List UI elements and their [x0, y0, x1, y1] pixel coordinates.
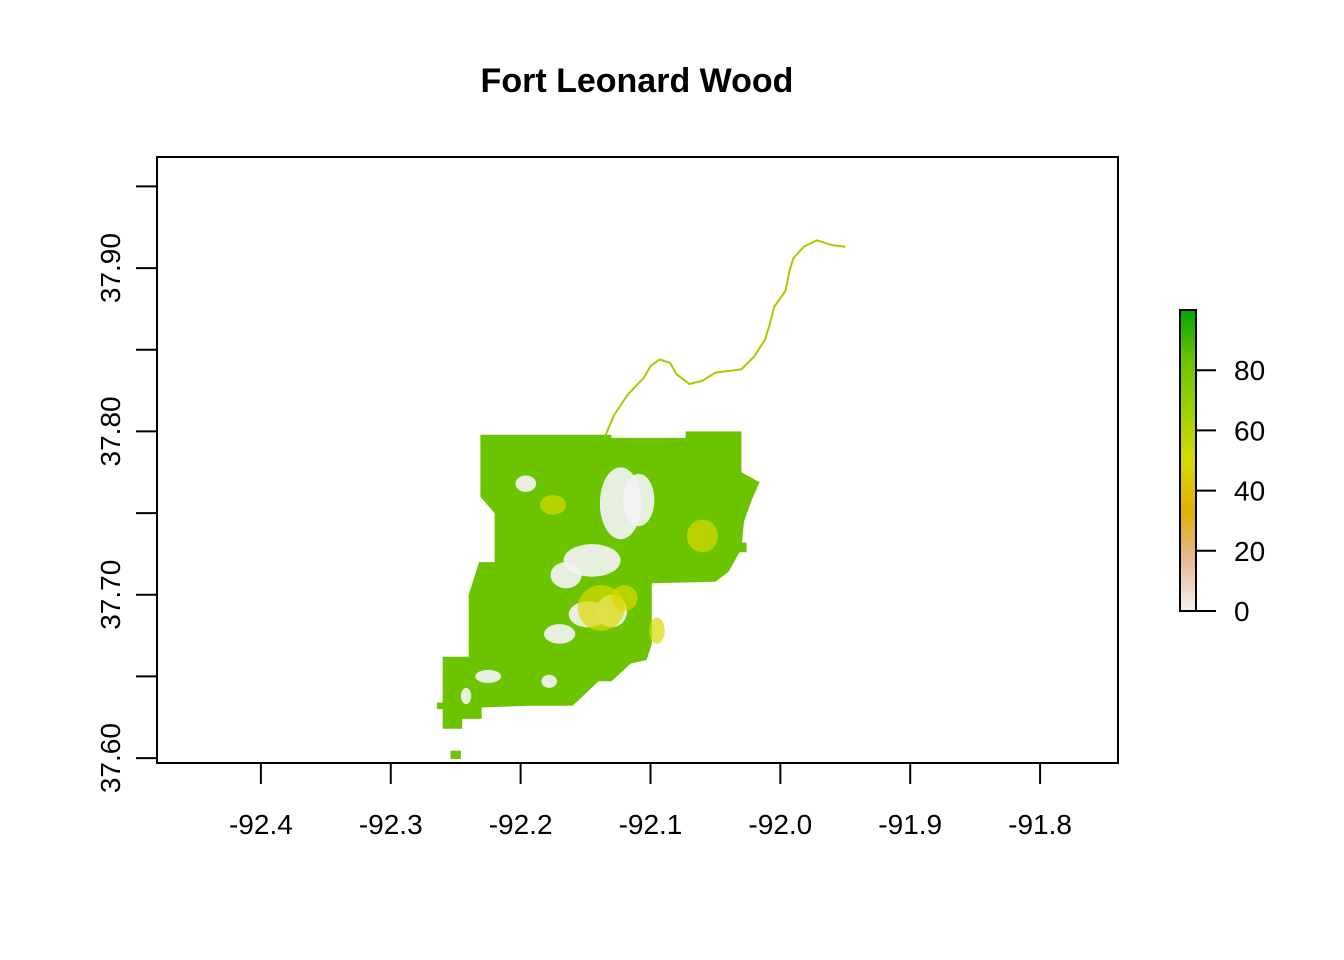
y-tick-label: 37.80: [95, 396, 126, 466]
mid-value-area: [540, 495, 567, 515]
legend-tick-label: 40: [1234, 476, 1265, 507]
mid-value-area: [611, 584, 638, 612]
x-tick-label: -92.2: [489, 809, 553, 840]
x-tick-label: -92.1: [619, 809, 683, 840]
x-tick-label: -91.8: [1008, 809, 1072, 840]
x-tick-label: -91.9: [878, 809, 942, 840]
legend-color-bar: [1179, 309, 1197, 612]
legend-tick-label: 60: [1234, 415, 1265, 446]
color-legend: 0 20 40 60 80: [1179, 309, 1265, 627]
legend-tick-label: 20: [1234, 536, 1265, 567]
legend-tick-label: 80: [1234, 355, 1265, 386]
legend-tick-label: 0: [1234, 596, 1250, 627]
mid-value-area: [649, 617, 665, 644]
y-tick-label: 37.60: [95, 723, 126, 793]
mid-value-area: [686, 519, 719, 553]
x-tick-label: -92.3: [359, 809, 423, 840]
low-value-area: [623, 473, 655, 527]
y-tick-label: 37.70: [95, 560, 126, 630]
low-value-area: [541, 674, 557, 688]
outlier-patch: [436, 702, 444, 710]
x-tick-label: -92.4: [229, 809, 293, 840]
x-axis: -92.4 -92.3 -92.2 -92.1 -92.0 -91.9 -91.8: [229, 762, 1072, 840]
mid-value-areas: [540, 495, 719, 644]
outlier-patches: [436, 542, 747, 759]
low-value-area: [550, 562, 582, 589]
map-layer: [436, 239, 846, 759]
y-axis: 37.60 37.70 37.80 37.90: [95, 185, 158, 793]
outlier-patch: [450, 750, 461, 759]
map-title: Fort Leonard Wood: [481, 62, 794, 100]
river-corridor: [604, 239, 846, 437]
legend-ticks: 0 20 40 60 80: [1196, 355, 1265, 627]
x-tick-label: -92.0: [748, 809, 812, 840]
low-value-area: [475, 669, 502, 683]
low-value-area: [515, 475, 537, 492]
outlier-patch: [736, 542, 747, 553]
installation-raster-region: [442, 431, 760, 729]
low-value-area: [460, 687, 472, 705]
y-tick-label: 37.90: [95, 233, 126, 303]
low-value-area: [543, 624, 576, 644]
